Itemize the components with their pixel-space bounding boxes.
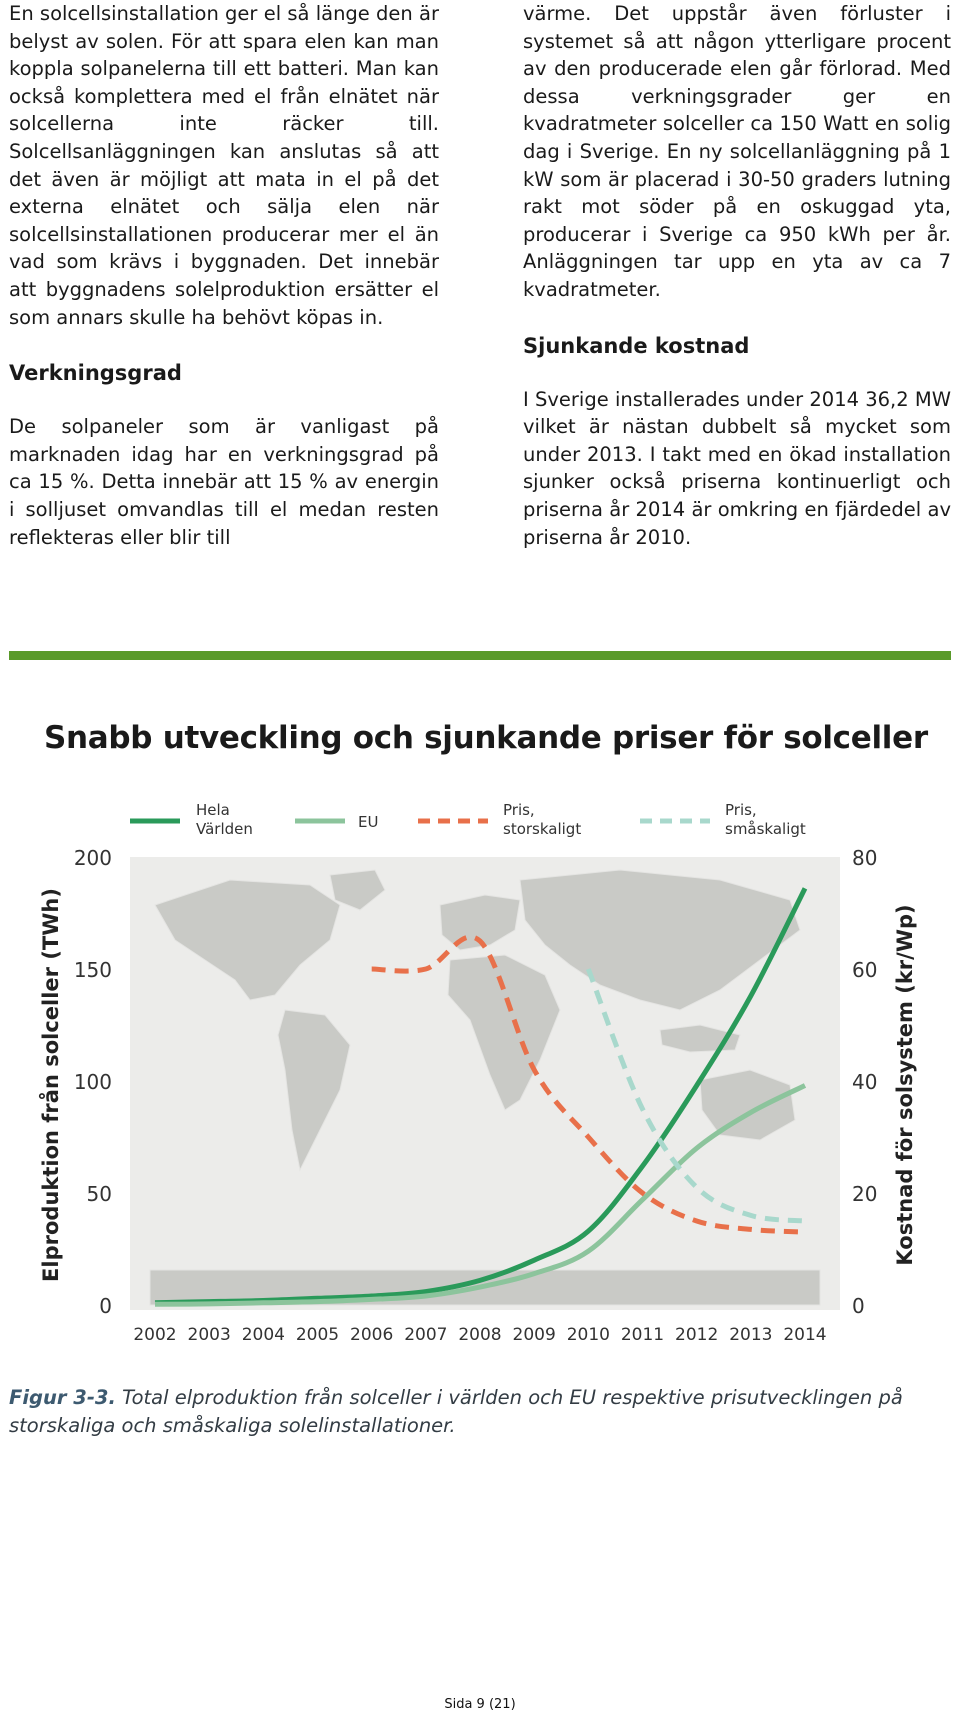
- series-layer: [154, 887, 808, 1307]
- x-tick-label-2010: 2010: [567, 1325, 610, 1345]
- left-tick-label-2: 100: [74, 1070, 112, 1094]
- left-tick-label-3: 150: [74, 958, 112, 982]
- left-axis-ticks: 0 50 100 150 200: [74, 846, 112, 1318]
- right-axis-ticks: 0 20 40 60 80: [852, 846, 877, 1318]
- series-line-pris-storskaligt: [371, 934, 806, 1235]
- legend-world-line1: Hela: [196, 801, 230, 819]
- right-tick-label-1: 20: [852, 1182, 877, 1206]
- chart-title: Snabb utveckling och sjunkande priser fö…: [44, 720, 928, 756]
- series-line-pris-sm-skaligt: [585, 968, 806, 1224]
- left-column: En solcellsinstallation ger el så länge …: [9, 0, 439, 551]
- legend-price-small-line2: småskaligt: [725, 820, 806, 838]
- map-australia: [699, 1069, 796, 1141]
- x-tick-label-2003: 2003: [188, 1325, 231, 1345]
- x-tick-label-2013: 2013: [729, 1325, 772, 1345]
- legend-price-large-line2: storskaligt: [503, 820, 581, 838]
- figure-caption: Figur 3-3. Total elproduktion från solce…: [9, 1384, 909, 1440]
- heading-verkningsgrad: Verkningsgrad: [9, 361, 182, 386]
- map-north-america: [154, 879, 341, 1001]
- caption-label: Figur 3-3.: [9, 1386, 116, 1409]
- left-paragraph-2: De solpaneler som är vanligast på markna…: [9, 415, 439, 549]
- right-axis-title: Kostnad för solsystem (kr/Wp): [893, 904, 917, 1265]
- map-europe: [439, 894, 521, 951]
- legend-price-small-line1: Pris,: [725, 801, 757, 819]
- map-south-america: [277, 1009, 351, 1172]
- green-divider: [9, 651, 951, 660]
- x-tick-label-2002: 2002: [133, 1325, 176, 1345]
- x-tick-label-2014: 2014: [783, 1325, 826, 1345]
- left-paragraph-1: En solcellsinstallation ger el så länge …: [9, 2, 439, 329]
- legend-price-large-line1: Pris,: [503, 801, 535, 819]
- map-africa: [447, 954, 561, 1111]
- legend: Hela Världen EU Pris, storskaligt Pris, …: [130, 801, 806, 838]
- legend-eu-label: EU: [358, 813, 378, 831]
- left-tick-label-1: 50: [87, 1182, 112, 1206]
- x-tick-label-2006: 2006: [350, 1325, 393, 1345]
- right-paragraph-1: värme. Det uppstår även förluster i syst…: [523, 2, 951, 301]
- right-tick-label-4: 80: [852, 846, 877, 870]
- x-axis-ticks: 2002 2003 2004 2005 2006 2007 2008 2009 2010 2011…: [133, 1325, 826, 1345]
- x-tick-label-2007: 2007: [404, 1325, 447, 1345]
- x-tick-label-2009: 2009: [513, 1325, 556, 1345]
- solar-chart: Hela Världen EU Pris, storskaligt Pris, …: [38, 801, 917, 1345]
- series-line-eu: [154, 1083, 807, 1307]
- left-tick-label-0: 0: [99, 1294, 112, 1318]
- x-tick-label-2005: 2005: [296, 1325, 339, 1345]
- x-tick-label-2008: 2008: [458, 1325, 501, 1345]
- right-tick-label-2: 40: [852, 1070, 877, 1094]
- left-axis-title: Elproduktion från solceller (TWh): [38, 888, 63, 1282]
- right-paragraph-2: I Sverige installerades under 2014 36,2 …: [523, 387, 951, 549]
- x-tick-label-2011: 2011: [621, 1325, 664, 1345]
- caption-text: Total elproduktion från solceller i värl…: [9, 1386, 903, 1437]
- x-tick-label-2012: 2012: [675, 1325, 718, 1345]
- right-tick-label-0: 0: [852, 1294, 865, 1318]
- left-tick-label-4: 200: [74, 846, 112, 870]
- right-tick-label-3: 60: [852, 958, 877, 982]
- legend-world-line2: Världen: [196, 820, 253, 838]
- x-tick-label-2004: 2004: [242, 1325, 285, 1345]
- page-number: Sida 9 (21): [444, 1697, 516, 1712]
- heading-sjunkande-kostnad: Sjunkande kostnad: [523, 333, 750, 358]
- right-column: värme. Det uppstår även förluster i syst…: [523, 0, 951, 551]
- map-greenland: [329, 869, 386, 911]
